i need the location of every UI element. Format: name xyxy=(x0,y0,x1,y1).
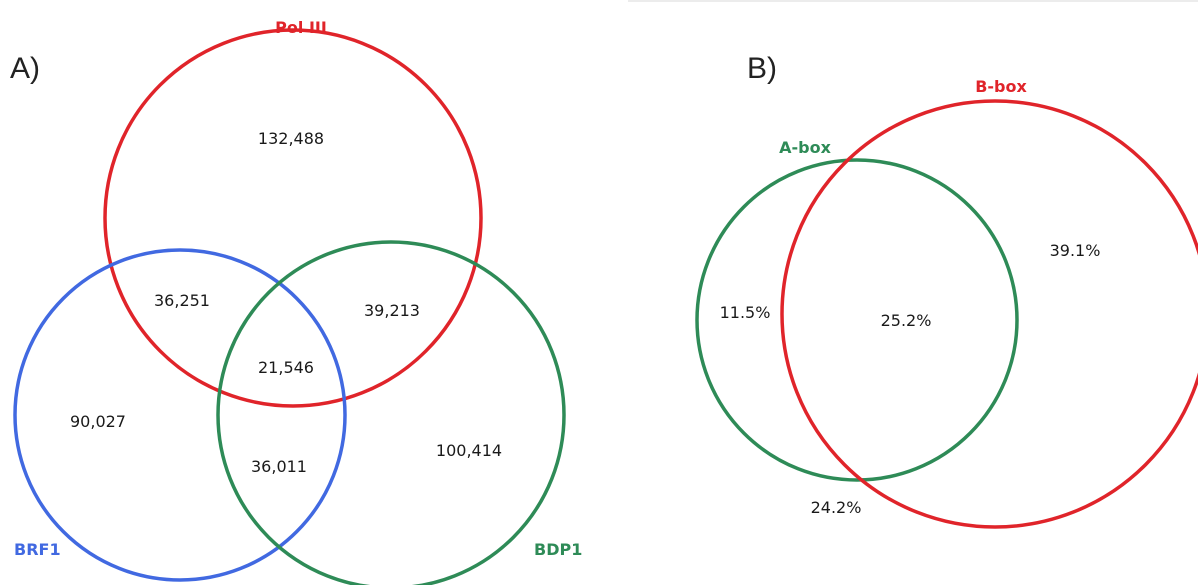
bbox-label: B-box xyxy=(975,77,1027,96)
pol3-circle xyxy=(103,28,483,408)
abox-label: A-box xyxy=(779,138,831,157)
region-pol3-only: 132,488 xyxy=(258,129,324,148)
brf1-circle xyxy=(13,248,347,582)
bbox-circle xyxy=(780,99,1198,529)
region-all-three: 21,546 xyxy=(258,358,314,377)
region-abox-only: 11.5% xyxy=(720,303,771,322)
panel-b: B) A-box B-box 11.5% 25.2% 39.1% 24.2% xyxy=(695,52,1198,529)
abox-circle xyxy=(695,158,1019,482)
region-pol3-bdp1: 39,213 xyxy=(364,301,420,320)
region-both: 25.2% xyxy=(881,311,932,330)
panel-a: A) Pol III BRF1 BDP1 132,488 36,251 39,2… xyxy=(10,18,582,585)
region-brf1-only: 90,027 xyxy=(70,412,126,431)
region-neither: 24.2% xyxy=(811,498,862,517)
bdp1-circle xyxy=(216,240,566,585)
panel-a-label: A) xyxy=(10,52,40,85)
region-bdp1-only: 100,414 xyxy=(436,441,502,460)
region-pol3-brf1: 36,251 xyxy=(154,291,210,310)
region-brf1-bdp1: 36,011 xyxy=(251,457,307,476)
region-bbox-only: 39.1% xyxy=(1050,241,1101,260)
pol3-label: Pol III xyxy=(275,18,327,37)
brf1-label: BRF1 xyxy=(14,540,61,559)
bdp1-label: BDP1 xyxy=(534,540,582,559)
panel-b-label: B) xyxy=(747,52,777,85)
